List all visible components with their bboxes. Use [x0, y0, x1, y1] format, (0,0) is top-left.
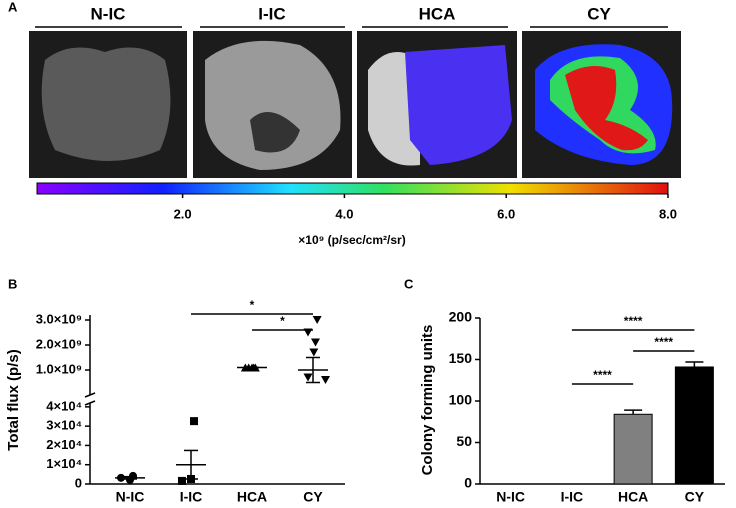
colorbar-label: ×10⁹ (p/sec/cm²/sr): [298, 233, 405, 247]
signal: [405, 45, 512, 165]
colorbar-tick-label: 2.0: [174, 206, 192, 221]
point: [309, 348, 319, 357]
x-tick-label: I-IC: [561, 489, 584, 505]
panel-label: B: [8, 276, 17, 291]
colorbar-tick-label: 8.0: [659, 206, 677, 221]
axis-break: [84, 392, 96, 398]
image-title: I-IC: [258, 4, 285, 23]
significance-label: *: [280, 314, 285, 328]
colorbar-tick-label: 6.0: [497, 206, 515, 221]
point: [303, 373, 313, 382]
y-tick-label: 4×10⁴: [46, 398, 82, 413]
image-title: HCA: [419, 4, 456, 23]
y-tick-label: 3.0×10⁹: [36, 311, 82, 326]
significance-label: *: [250, 298, 255, 312]
colorbar: [36, 182, 669, 195]
organ: [41, 47, 171, 161]
x-tick-label: I-IC: [180, 489, 203, 505]
colorbar-tick-label: 4.0: [335, 206, 353, 221]
y-axis-label: Colony forming units: [419, 325, 436, 476]
point: [311, 338, 320, 347]
y-tick-label: 1.0×10⁹: [36, 361, 82, 376]
point: [190, 417, 198, 426]
point: [178, 476, 186, 485]
axis-break: [84, 400, 96, 406]
y-tick-label: 2.0×10⁹: [36, 336, 82, 351]
y-tick-label: 1×10⁴: [46, 456, 82, 471]
panel-label: A: [8, 0, 18, 14]
significance-label: ****: [593, 368, 612, 382]
y-tick-label: 0: [75, 475, 82, 490]
significance-label: ****: [654, 335, 673, 349]
bar: [613, 413, 653, 485]
y-tick-label: 2×10⁴: [46, 437, 82, 452]
y-tick-label: 0: [464, 475, 472, 491]
bar: [674, 366, 714, 485]
significance-label: ****: [624, 314, 643, 328]
signal: [565, 66, 648, 151]
y-tick-label: 3×10⁴: [46, 418, 82, 433]
image-title: CY: [587, 4, 611, 23]
x-tick-label: CY: [303, 489, 323, 505]
y-axis-label: Total flux (p/s): [5, 349, 22, 450]
y-tick-label: 200: [449, 309, 473, 325]
organ-shadow: [250, 112, 300, 153]
image-title: N-IC: [91, 4, 126, 23]
x-tick-label: HCA: [237, 489, 267, 505]
x-tick-label: CY: [685, 489, 705, 505]
images: [29, 31, 681, 178]
point: [312, 316, 322, 324]
x-tick-label: HCA: [618, 489, 648, 505]
y-tick-label: 50: [456, 433, 472, 449]
point: [321, 376, 330, 384]
y-tick-label: 100: [449, 392, 473, 408]
y-tick-label: 150: [449, 350, 473, 366]
x-tick-label: N-IC: [116, 489, 145, 505]
x-tick-label: N-IC: [496, 489, 525, 505]
organ: [205, 40, 341, 170]
panel-label: C: [404, 276, 414, 291]
